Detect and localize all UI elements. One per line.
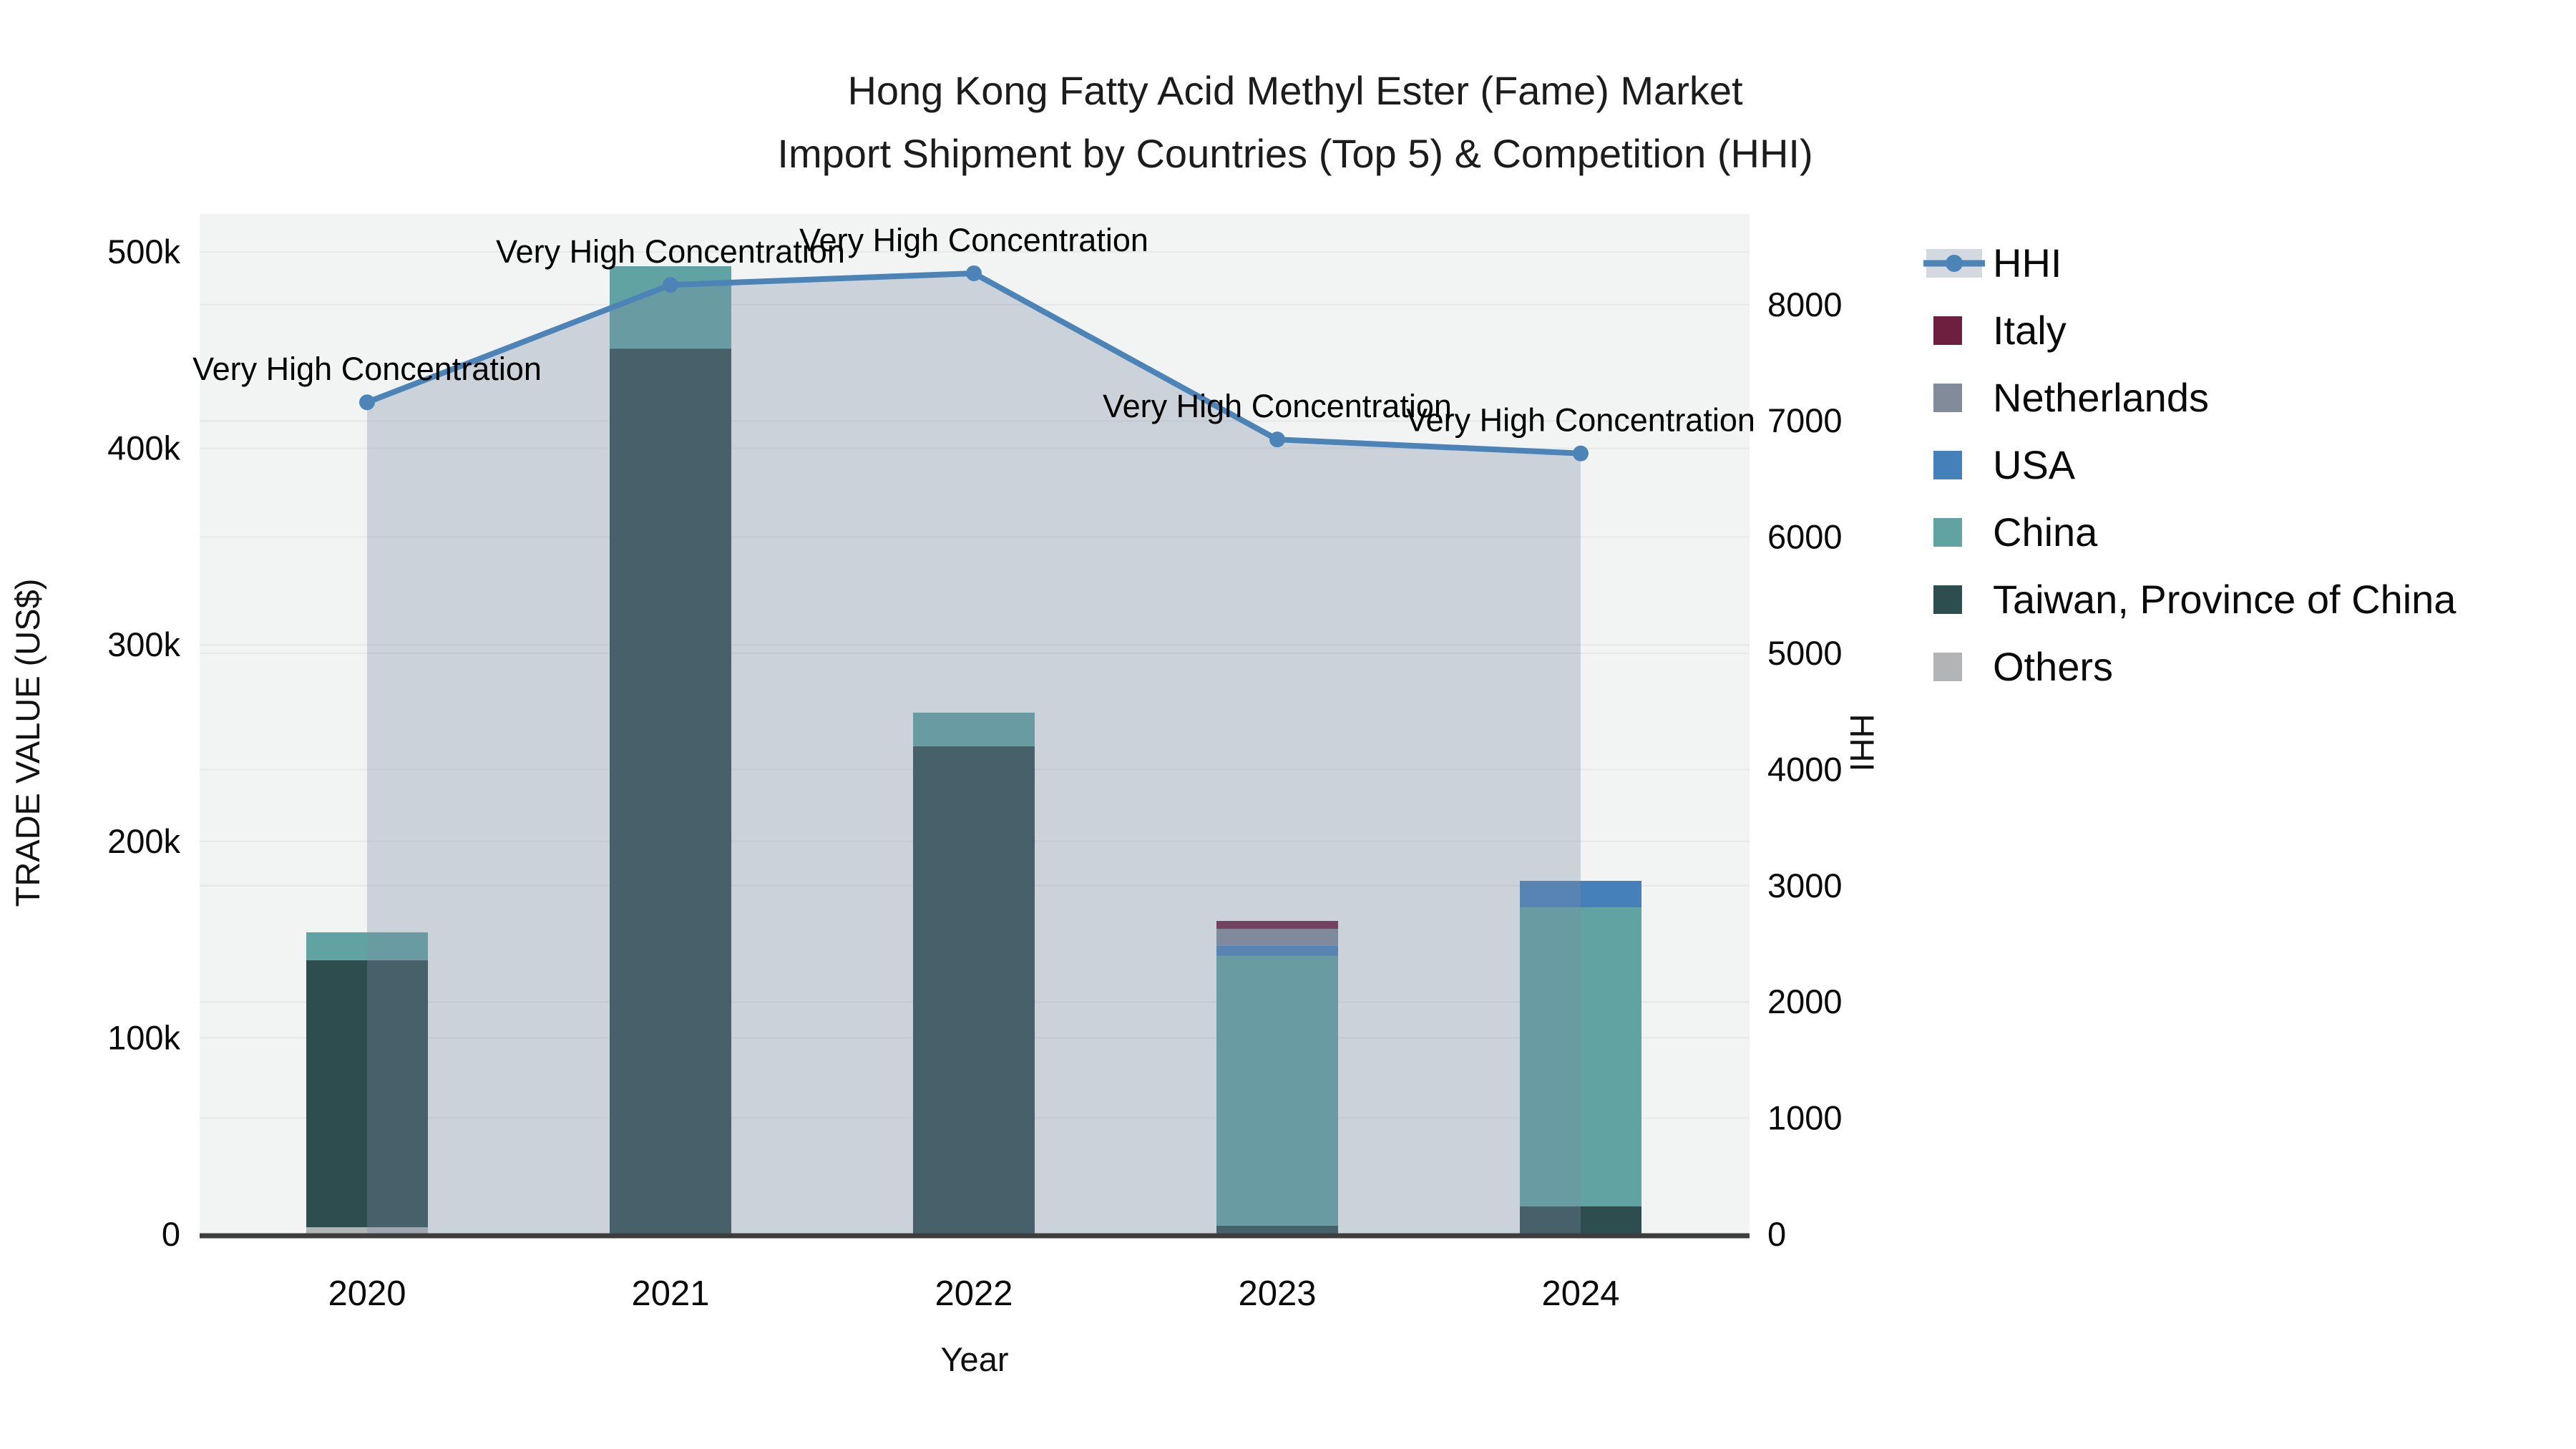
bar-segment-2022-china[interactable] [913, 712, 1035, 746]
bar-segment-2023-netherlands[interactable] [1216, 928, 1338, 946]
annotation-2022: Very High Concentration [799, 222, 1148, 258]
legend-item-others[interactable]: Others [1933, 644, 2113, 689]
annotation-2024: Very High Concentration [1406, 402, 1755, 439]
hhi-marker-2021[interactable] [663, 277, 678, 293]
hhi-marker-2023[interactable] [1269, 431, 1285, 448]
legend-label: Taiwan, Province of China [1993, 577, 2457, 622]
bar-segment-2024-china[interactable] [1520, 907, 1641, 1207]
legend-item-hhi[interactable]: HHI [1923, 240, 2062, 286]
y-right-tick-7000: 7000 [1767, 401, 1843, 439]
legend-label: Netherlands [1993, 375, 2209, 420]
bar-segment-2022-taiwan-province-of-china[interactable] [913, 746, 1035, 1234]
y-left-axis-title: TRADE VALUE (US$) [9, 579, 47, 907]
legend: HHI Italy Netherlands USA China Taiwan, Provi… [1923, 240, 2457, 689]
hhi-marker-2022[interactable] [966, 265, 982, 281]
bar-segment-2021-taiwan-province-of-china[interactable] [610, 348, 731, 1234]
y-right-tick-0: 0 [1767, 1215, 1786, 1253]
legend-label: USA [1993, 442, 2076, 487]
hhi-marker-2020[interactable] [359, 394, 375, 411]
stacked-bars [306, 266, 1641, 1234]
y-left-tick-100k: 100k [107, 1018, 180, 1056]
legend-label: Others [1993, 644, 2113, 689]
legend-swatch [1933, 518, 1962, 547]
y-left-tick-0: 0 [162, 1215, 180, 1253]
bar-segment-2020-china[interactable] [306, 932, 428, 960]
axes: 0 100k 200k 300k 400k 500k 0 1000 2000 3000 4000 50… [107, 233, 1842, 1313]
legend-item-italy[interactable]: Italy [1933, 308, 2067, 353]
legend-label: China [1993, 509, 2098, 555]
y-right-axis-title: HHI [1843, 714, 1881, 772]
bar-segment-2023-taiwan-province-of-china[interactable] [1216, 1225, 1338, 1234]
bar-segment-2023-china[interactable] [1216, 955, 1338, 1226]
bar-segment-2024-usa[interactable] [1520, 880, 1641, 908]
y-left-tick-200k: 200k [107, 822, 180, 860]
bar-segment-2024-taiwan-province-of-china[interactable] [1520, 1206, 1641, 1234]
x-axis-title: Year [941, 1340, 1009, 1378]
hhi-line [359, 265, 1589, 462]
hhi-area-fill [367, 273, 1581, 1234]
legend-item-taiwan-province-of-china[interactable]: Taiwan, Province of China [1933, 577, 2457, 622]
y-right-tick-3000: 3000 [1767, 867, 1843, 904]
legend-swatch [1933, 316, 1962, 345]
annotation-2021: Very High Concentration [496, 233, 845, 270]
y-left-tick-400k: 400k [107, 429, 180, 467]
legend-swatch [1933, 585, 1962, 614]
bar-segment-2023-italy[interactable] [1216, 921, 1338, 929]
y-right-tick-8000: 8000 [1767, 286, 1843, 323]
hhi-marker-2024[interactable] [1573, 445, 1589, 462]
y-right-tick-2000: 2000 [1767, 982, 1843, 1020]
bar-segment-2020-others[interactable] [306, 1227, 428, 1234]
x-tick-2023: 2023 [1238, 1274, 1316, 1313]
annotation-2020: Very High Concentration [192, 351, 542, 387]
bar-segment-2020-taiwan-province-of-china[interactable] [306, 960, 428, 1228]
hhi-area [367, 273, 1581, 1234]
chart-title-line2: Import Shipment by Countries (Top 5) & C… [777, 131, 1813, 176]
y-right-tick-6000: 6000 [1767, 518, 1843, 556]
y-left-tick-300k: 300k [107, 625, 180, 663]
x-tick-2021: 2021 [631, 1274, 709, 1313]
y-left-tick-500k: 500k [107, 233, 180, 270]
legend-item-usa[interactable]: USA [1933, 442, 2076, 487]
legend-swatch [1933, 653, 1962, 681]
y-right-tick-4000: 4000 [1767, 750, 1843, 788]
legend-item-netherlands[interactable]: Netherlands [1933, 375, 2209, 420]
x-tick-2024: 2024 [1541, 1274, 1619, 1313]
legend-swatch [1933, 451, 1962, 479]
y-right-tick-1000: 1000 [1767, 1099, 1843, 1137]
legend-item-china[interactable]: China [1933, 509, 2098, 555]
y-right-tick-5000: 5000 [1767, 634, 1843, 672]
annotation-2023: Very High Concentration [1103, 388, 1452, 424]
legend-label: Italy [1993, 308, 2067, 353]
bar-segment-2023-usa[interactable] [1216, 945, 1338, 956]
x-tick-2020: 2020 [328, 1274, 406, 1313]
chart-title-line1: Hong Kong Fatty Acid Methyl Ester (Fame)… [847, 68, 1743, 113]
x-tick-2022: 2022 [935, 1274, 1013, 1313]
legend-hhi-marker-sample [1946, 255, 1963, 272]
legend-swatch [1933, 384, 1962, 412]
legend-label: HHI [1993, 240, 2062, 286]
